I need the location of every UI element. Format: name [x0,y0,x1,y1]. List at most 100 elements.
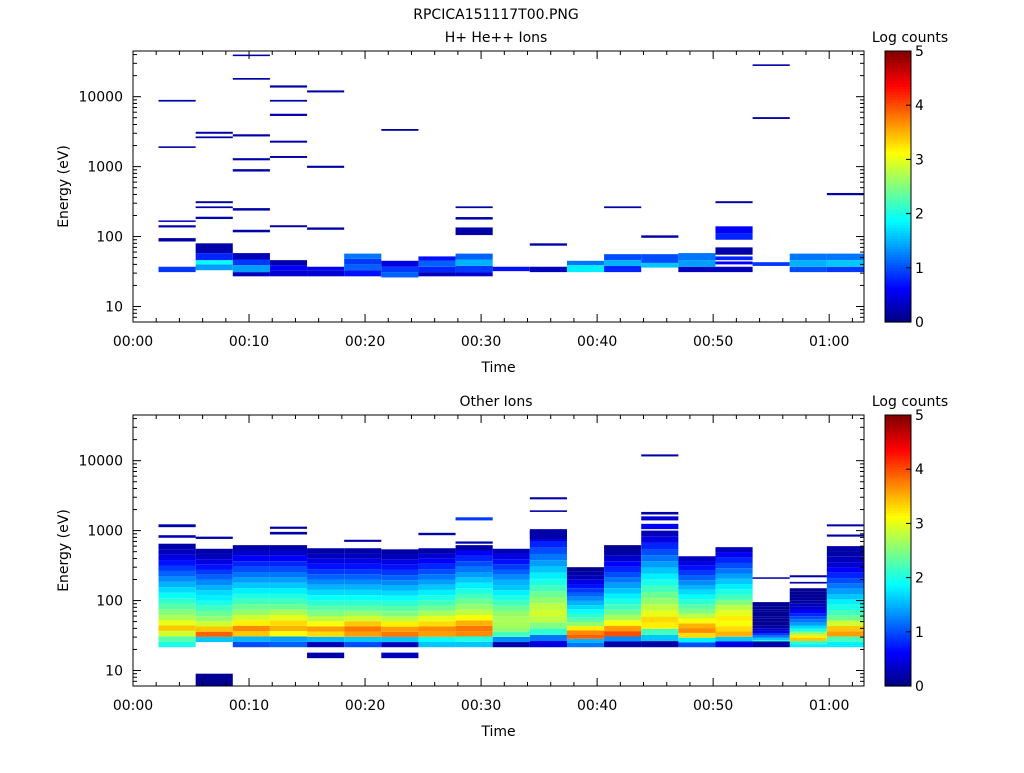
heatmap-cell [604,260,642,266]
heatmap-cell [529,243,567,246]
heatmap-cell [641,628,679,635]
heatmap-cell [492,553,530,560]
colorbar-swatch [885,254,911,258]
heatmap-cell [715,599,753,606]
colorbar-swatch [885,572,911,576]
heatmap-cell [455,614,493,621]
heatmap-cell [529,585,567,592]
heatmap-cell [826,620,864,626]
colorbar-swatch [885,237,911,242]
heatmap-cell [307,636,345,643]
heatmap-cell [158,565,196,571]
colorbar-swatch [885,423,911,427]
heatmap-cell [381,575,419,581]
heatmap-cell [715,201,753,204]
heatmap-cell [307,621,345,627]
heatmap-cell [269,572,308,578]
heatmap-cell [604,566,642,572]
heatmap-cell [455,561,493,567]
x-tick-label: 00:30 [461,334,501,350]
heatmap-cell [752,602,790,605]
heatmap-cell [344,595,382,601]
heatmap-cells [158,54,864,278]
colorbar-swatch [885,425,911,430]
colorbar-swatch [885,433,911,438]
colorbar-swatch [885,591,911,595]
colorbar-swatch [885,588,911,592]
heatmap-cell [344,548,382,554]
heatmap-cell [752,609,790,612]
colorbar-swatch [885,246,911,250]
heatmap-cell [158,560,196,566]
heatmap-cell [269,531,308,535]
colorbar-swatch [885,545,911,549]
colorbar-swatch [885,153,911,158]
heatmap-cell [789,622,827,626]
colorbar-swatch [885,569,911,573]
heatmap-cell [641,561,679,568]
heatmap-cell [678,604,716,609]
heatmap-cell [455,641,493,648]
colorbar-swatch [885,577,911,581]
heatmap-cell [232,158,270,161]
heatmap-cell [232,229,270,233]
colorbar-swatch [885,175,911,179]
colorbar-swatch [885,564,911,568]
heatmap-cell [566,617,605,622]
heatmap-cell [418,256,456,261]
heatmap-cell [381,580,419,586]
heatmap-cell [195,253,233,261]
heatmap-cell [344,569,382,575]
heatmap-cell [455,265,493,273]
heatmap-cell [789,637,827,642]
colorbar-swatch [885,623,911,627]
heatmap-cell [158,570,196,577]
heatmap-cell [158,614,196,620]
heatmap-cell [158,99,196,102]
heatmap-cell [418,272,456,277]
heatmap-cell [269,582,308,589]
heatmap-cell [789,641,827,645]
colorbar-swatch [885,270,911,274]
heatmap-cell [604,561,642,567]
heatmap-cell [678,561,716,566]
colorbar-swatch [885,604,911,609]
heatmap-cell [381,626,419,632]
heatmap-cell [232,588,270,594]
colorbar-swatch [885,452,911,457]
heatmap-cell [715,594,753,600]
colorbar-swatch [885,547,911,552]
heatmap-cell [826,572,864,579]
heatmap-cell [232,593,270,599]
heatmap-cell [678,613,716,619]
heatmap-cell [641,516,679,521]
heatmap-cell [678,556,716,562]
heatmap-cell [381,600,419,607]
heatmap-cell [641,573,679,580]
colorbar-swatch [885,80,911,85]
colorbar-swatch [885,297,911,301]
heatmap-cell [826,588,864,595]
heatmap-cell [492,600,530,606]
heatmap-cell [529,554,567,561]
heatmap-cell [604,598,642,605]
heatmap-cell [418,631,456,637]
heatmap-cell [307,553,345,559]
heatmap-cell [715,578,753,585]
colorbar-swatch [885,574,911,579]
heatmap-cell [492,579,530,586]
heatmap-cell [826,583,864,589]
colorbar-swatch [885,132,911,136]
colorbar-swatch [885,289,911,293]
heatmap-cell [826,551,864,557]
heatmap-cell [641,523,679,530]
colorbar-swatch [885,256,911,261]
colorbar-swatch [885,51,911,55]
heatmap-cell [232,631,270,637]
heatmap-cell [455,541,493,544]
colorbar-frame [884,50,912,323]
colorbar-swatch [885,286,911,291]
heatmap-cell [232,582,270,589]
heatmap-cell [307,642,345,648]
x-tick-label: 00:00 [113,698,153,714]
